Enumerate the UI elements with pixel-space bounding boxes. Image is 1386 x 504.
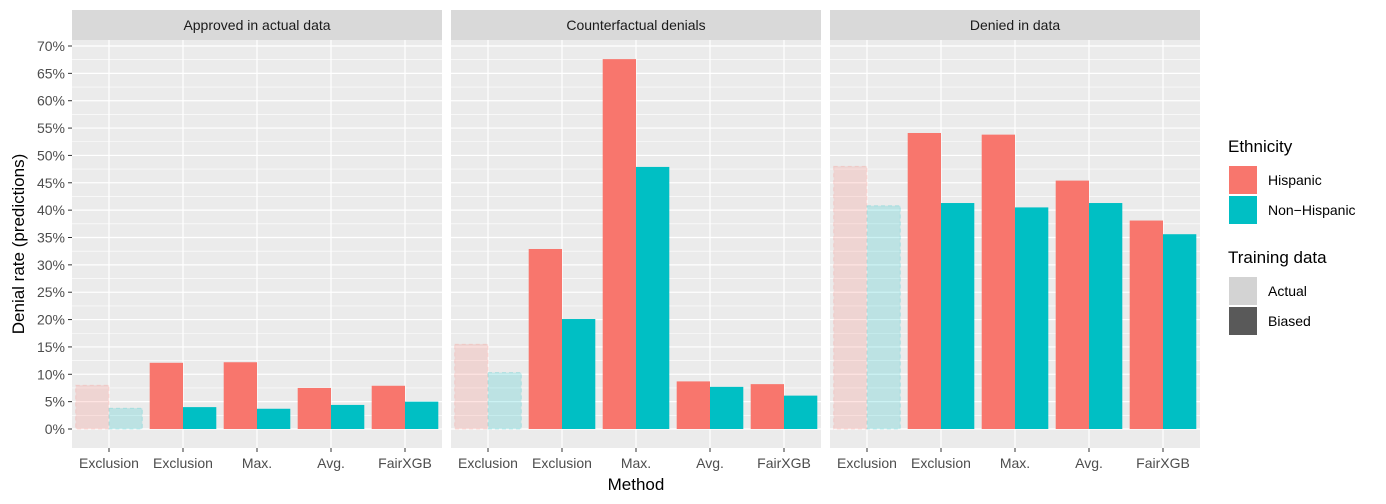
x-tick-label: Avg.: [696, 455, 724, 471]
y-tick-label: 25%: [37, 284, 65, 300]
facet-title: Counterfactual denials: [566, 17, 705, 33]
facet-panel-2: Counterfactual denials Exclusion Exclusion…: [451, 10, 821, 471]
bar-non-hispanic-biased: [257, 408, 291, 429]
y-tick-label: 0%: [45, 421, 65, 437]
facet-panel-3: Denied in data Exclusion Exclusion Max. Avg.…: [830, 10, 1200, 471]
x-tick-label: FairXGB: [1136, 455, 1190, 471]
bar-hispanic-biased: [371, 385, 405, 429]
y-tick-label: 20%: [37, 312, 65, 328]
y-tick-label: 35%: [37, 230, 65, 246]
y-tick-label: 30%: [37, 257, 65, 273]
legend-label: Biased: [1268, 313, 1311, 329]
y-tick-label: 70%: [37, 38, 65, 54]
facet-panel-1: Approved in actual data Exclusion Exclusio…: [72, 10, 442, 471]
bar-hispanic-actual: [833, 165, 868, 430]
bar-non-hispanic-actual: [487, 372, 522, 430]
x-axis-title: Method: [608, 475, 665, 494]
legend-key: [1229, 307, 1257, 335]
x-tick-label: Exclusion: [153, 455, 213, 471]
facet-strip: [451, 10, 821, 40]
y-tick-label: 40%: [37, 202, 65, 218]
facet-strip: [830, 10, 1200, 40]
y-tick-label: 55%: [37, 120, 65, 136]
y-tick-label: 65%: [37, 65, 65, 81]
legend-group-2: Training data Actual Biased: [1228, 248, 1327, 335]
y-axis-title: Denial rate (predictions): [9, 154, 28, 334]
bar-hispanic-biased: [149, 362, 183, 429]
bar-hispanic-actual: [454, 343, 489, 430]
bar-non-hispanic-biased: [562, 319, 596, 429]
bar-hispanic-biased: [676, 381, 710, 429]
x-tick-label: FairXGB: [378, 455, 432, 471]
panels-layer: Approved in actual data Exclusion Exclusio…: [72, 10, 1200, 471]
legend: Ethnicity Hispanic Non−Hispanic Training da…: [1228, 137, 1356, 335]
legend-label: Hispanic: [1268, 172, 1322, 188]
legend-title: Ethnicity: [1228, 137, 1293, 156]
facet-title: Approved in actual data: [183, 17, 330, 33]
y-tick-label: 45%: [37, 175, 65, 191]
bar-hispanic-biased: [981, 134, 1015, 429]
bar-non-hispanic-biased: [710, 386, 744, 429]
x-tick-label: Avg.: [317, 455, 345, 471]
x-tick-label: Exclusion: [532, 455, 592, 471]
bar-non-hispanic-biased: [1163, 234, 1197, 429]
y-axis: 0% 5% 10% 15% 20% 25% 30% 35% 40% 45% 50% 55% 60% 65%…: [37, 38, 72, 437]
bar-non-hispanic-biased: [784, 395, 818, 429]
bar-hispanic-biased: [602, 59, 636, 429]
bar-non-hispanic-biased: [183, 407, 217, 429]
legend-key: [1229, 277, 1257, 305]
legend-label: Actual: [1268, 283, 1307, 299]
legend-label: Non−Hispanic: [1268, 202, 1356, 218]
bar-hispanic-biased: [297, 387, 331, 429]
legend-key: [1229, 166, 1257, 194]
legend-title: Training data: [1228, 248, 1327, 267]
y-tick-label: 15%: [37, 339, 65, 355]
y-tick-label: 60%: [37, 93, 65, 109]
legend-group-1: Ethnicity Hispanic Non−Hispanic: [1228, 137, 1356, 224]
y-tick-label: 10%: [37, 366, 65, 382]
y-tick-label: 50%: [37, 147, 65, 163]
bar-hispanic-biased: [750, 384, 784, 429]
x-tick-label: Max.: [242, 455, 272, 471]
bar-hispanic-biased: [223, 362, 257, 429]
bar-non-hispanic-biased: [941, 203, 975, 429]
bar-non-hispanic-biased: [331, 404, 365, 429]
bar-hispanic-actual: [75, 384, 110, 430]
bar-non-hispanic-biased: [1089, 203, 1123, 429]
bar-non-hispanic-biased: [636, 166, 670, 429]
x-tick-label: Max.: [1000, 455, 1030, 471]
y-tick-label: 5%: [45, 394, 65, 410]
bar-non-hispanic-biased: [1015, 207, 1049, 429]
bar-non-hispanic-actual: [108, 407, 143, 430]
x-tick-label: Exclusion: [837, 455, 897, 471]
x-tick-label: Exclusion: [911, 455, 971, 471]
x-tick-label: Avg.: [1075, 455, 1103, 471]
x-tick-label: Max.: [621, 455, 651, 471]
x-tick-label: Exclusion: [458, 455, 518, 471]
bar-hispanic-biased: [1055, 180, 1089, 429]
bar-non-hispanic-actual: [866, 205, 901, 430]
bar-non-hispanic-biased: [405, 401, 439, 429]
bar-hispanic-biased: [528, 248, 562, 429]
x-tick-label: Exclusion: [79, 455, 139, 471]
facet-title: Denied in data: [970, 17, 1061, 33]
legend-key: [1229, 196, 1257, 224]
facet-strip: [72, 10, 442, 40]
x-tick-label: FairXGB: [757, 455, 811, 471]
bar-hispanic-biased: [1129, 220, 1163, 429]
bar-hispanic-biased: [907, 132, 941, 429]
